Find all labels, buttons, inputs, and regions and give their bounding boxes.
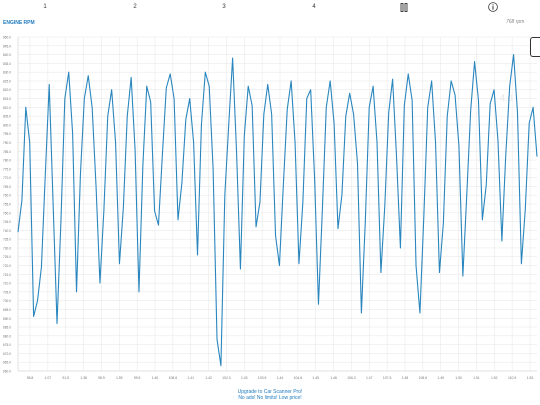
rpm-line-chart[interactable]: 850.0 845.0 840.0 835.0 830.0 825.0 820.0 815.0…: [0, 0, 540, 390]
x-tick-label: 99.5: [134, 376, 141, 380]
x-tick-label: 102.3: [222, 376, 231, 380]
chart-title: ENGINE RPM: [3, 20, 35, 26]
y-tick-label: 670.0: [3, 352, 11, 356]
info-icon[interactable]: [488, 2, 498, 12]
upgrade-banner[interactable]: Upgrade to Car Scanner Pro! No ads! No l…: [0, 389, 540, 401]
y-tick-label: 680.0: [3, 334, 11, 338]
x-tick-label: 103.5: [258, 376, 267, 380]
x-tick-label: 1.50: [455, 376, 462, 380]
x-tick-label: 1.07: [45, 376, 52, 380]
upgrade-line-2[interactable]: No ads! No limits! Low price!: [238, 395, 302, 401]
y-tick-label: 755.0: [3, 203, 11, 207]
x-tick-label: 91.5: [62, 376, 69, 380]
y-tick-label: 660.0: [3, 370, 11, 374]
x-tick-label: 110.9: [508, 376, 516, 380]
y-tick-label: 700.0: [3, 299, 11, 303]
y-tick-label: 810.0: [3, 106, 11, 110]
y-tick-label: 835.0: [3, 62, 11, 66]
x-tick-label: 1.46: [330, 376, 337, 380]
x-tick-label: 98.8: [27, 376, 34, 380]
x-tick-label: 1.40: [152, 376, 159, 380]
x-tick-label: 1.55: [116, 376, 123, 380]
y-tick-label: 765.0: [3, 185, 11, 189]
x-tick-label: 1.52: [491, 376, 498, 380]
upgrade-line-1[interactable]: Upgrade to Car Scanner Pro!: [237, 389, 303, 395]
watermark-value: 4.0: [500, 93, 513, 103]
tab-2[interactable]: 2: [133, 4, 137, 10]
y-tick-label: 740.0: [3, 229, 11, 233]
x-tick-label: 1.49: [437, 376, 444, 380]
x-tick-label: 1.44: [277, 376, 284, 380]
x-tick-label: 1.38: [80, 376, 87, 380]
y-tick-label: 750.0: [3, 211, 11, 215]
y-tick-label: 730.0: [3, 246, 11, 250]
y-tick-label: 725.0: [3, 255, 11, 259]
y-axis-ticks: 850.0 845.0 840.0 835.0 830.0 825.0 820.0 815.0…: [3, 36, 11, 374]
pause-icon[interactable]: [400, 3, 408, 12]
y-tick-label: 710.0: [3, 282, 11, 286]
y-tick-label: 815.0: [3, 97, 11, 101]
y-tick-label: 770.0: [3, 176, 11, 180]
y-tick-label: 695.0: [3, 308, 11, 312]
y-tick-label: 745.0: [3, 220, 11, 224]
current-value-label: 768 rpm: [506, 19, 525, 25]
tab-3[interactable]: 3: [222, 4, 226, 10]
y-tick-label: 775.0: [3, 167, 11, 171]
x-tick-label: 98.9: [98, 376, 105, 380]
tab-4[interactable]: 4: [312, 4, 316, 10]
y-tick-label: 795.0: [3, 132, 11, 136]
y-tick-label: 735.0: [3, 238, 11, 242]
top-toolbar: 1 2 3 4: [0, 0, 540, 16]
y-tick-label: 805.0: [3, 115, 11, 119]
y-tick-label: 785.0: [3, 150, 11, 154]
y-tick-label: 715.0: [3, 273, 11, 277]
chart-grid: [17, 36, 537, 372]
y-tick-label: 840.0: [3, 53, 11, 57]
x-axis-ticks: 98.8 1.07 91.5 1.38 98.9 1.55 99.5 1.40 108.6 1.4…: [27, 376, 534, 380]
x-tick-label: 1.51: [473, 376, 480, 380]
y-tick-label: 720.0: [3, 264, 11, 268]
x-tick-label: 1.41: [187, 376, 194, 380]
x-tick-label: 108.6: [419, 376, 428, 380]
side-panel-handle[interactable]: [530, 37, 540, 57]
y-tick-label: 820.0: [3, 88, 11, 92]
x-tick-label: 104.6: [294, 376, 303, 380]
x-tick-label: 1.43: [241, 376, 248, 380]
y-tick-label: 780.0: [3, 159, 11, 163]
y-tick-label: 830.0: [3, 71, 11, 75]
y-tick-label: 850.0: [3, 36, 11, 40]
tab-1[interactable]: 1: [43, 4, 47, 10]
y-tick-label: 705.0: [3, 290, 11, 294]
x-tick-label: 1.53: [527, 376, 534, 380]
y-tick-label: 665.0: [3, 361, 11, 365]
y-tick-label: 760.0: [3, 194, 11, 198]
y-tick-label: 790.0: [3, 141, 11, 145]
x-tick-label: 1.42: [205, 376, 212, 380]
x-tick-label: 107.5: [383, 376, 392, 380]
x-tick-label: 108.6: [169, 376, 178, 380]
x-tick-label: 106.3: [347, 376, 356, 380]
rpm-series-line: [17, 54, 538, 367]
x-tick-label: 1.45: [312, 376, 319, 380]
x-tick-label: 1.47: [366, 376, 373, 380]
y-tick-label: 825.0: [3, 79, 11, 83]
y-tick-label: 800.0: [3, 123, 11, 127]
y-tick-label: 675.0: [3, 343, 11, 347]
y-tick-label: 845.0: [3, 44, 11, 48]
x-tick-label: 1.48: [402, 376, 409, 380]
y-tick-label: 685.0: [3, 326, 11, 330]
y-tick-label: 690.0: [3, 317, 11, 321]
